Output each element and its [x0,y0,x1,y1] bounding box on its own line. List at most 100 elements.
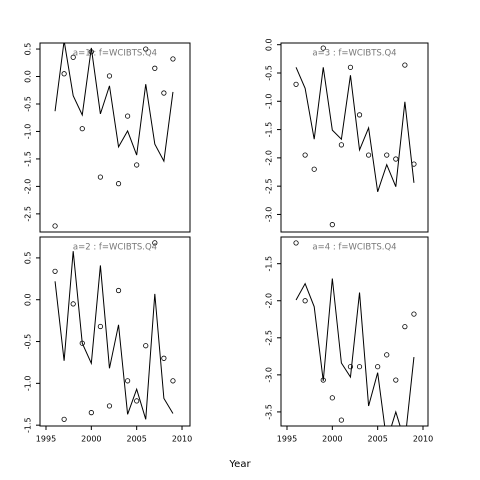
x-tick-label: 2000 [81,435,101,444]
x-tick-label: 2000 [322,435,342,444]
x-tick-label: 2010 [413,435,433,444]
data-point [79,126,85,132]
data-point [97,174,103,180]
data-point [170,378,176,384]
data-point [115,287,122,294]
y-tick-label: 0.0 [24,70,33,83]
data-line [295,278,415,426]
data-point [88,410,94,416]
data-point [356,364,363,370]
panel-title: a=1 : f=WCIBTS.Q4 [73,49,157,59]
y-tick-label: -1.0 [24,376,33,392]
data-point [161,90,167,96]
panel [52,43,176,229]
y-tick-label: -1.0 [24,124,33,140]
data-point [311,166,317,172]
x-tick-label: 1995 [277,435,297,444]
x-tick-label: 2005 [367,435,387,444]
data-point [375,364,381,370]
data-point [356,112,363,118]
data-point [366,152,372,158]
panel-frame [39,42,191,233]
y-tick-label: -2.0 [24,179,33,195]
panel-frame [280,236,429,427]
data-line [54,43,174,163]
data-line [54,251,174,420]
y-tick-label: -2.0 [265,293,274,309]
y-tick-label: -1.5 [24,151,33,167]
data-point [70,54,76,60]
data-point [393,156,399,162]
data-point [338,142,344,148]
data-point [152,65,158,71]
data-point [320,45,326,51]
x-axis-label: Year [228,459,251,470]
data-point [88,49,94,55]
data-point [125,113,131,119]
data-point [384,152,390,158]
x-tick-label: 2005 [126,435,146,444]
y-tick-label: -0.5 [265,65,274,81]
data-point [293,81,299,87]
data-point [152,240,158,246]
y-tick-label: -3.0 [265,367,274,383]
data-point [411,311,417,317]
y-tick-label: -0.5 [24,334,33,350]
data-point [393,377,399,383]
panel [293,45,417,228]
y-tick-label: -2.5 [265,330,274,346]
y-tick-label: -1.5 [265,122,274,138]
data-point [70,301,76,307]
y-tick-label: 0.0 [24,293,33,306]
data-point [329,222,335,228]
data-point [134,162,140,168]
data-point [97,323,103,330]
y-tick-label: -1.0 [265,93,274,109]
panel-title: a=4 : f=WCIBTS.Q4 [312,243,396,253]
y-tick-label: -1.5 [24,417,33,433]
data-point [79,340,85,346]
data-point [302,298,308,304]
y-tick-label: -3.0 [265,207,274,223]
data-point [402,324,408,330]
y-tick-label: -1.5 [265,256,274,272]
data-point [170,56,176,62]
panel-title: a=3 : f=WCIBTS.Q4 [312,49,396,59]
panel-frame [280,42,429,233]
data-point [61,416,67,422]
y-tick-label: -2.0 [265,150,274,166]
data-point [52,223,58,229]
data-point [402,62,408,68]
data-point [329,395,335,401]
data-point [384,352,390,358]
panel-title: a=2 : f=WCIBTS.Q4 [73,243,157,253]
data-point [411,161,417,167]
data-point [52,268,58,274]
x-tick-label: 1995 [36,435,56,444]
y-tick-label: -3.5 [265,404,274,420]
panel-frame [39,236,191,427]
data-point [134,398,140,404]
panel [52,240,176,422]
y-tick-label: 0.5 [24,252,33,265]
data-point [347,64,354,70]
data-point [106,403,113,409]
x-tick-label: 2010 [172,435,192,444]
panel [293,240,417,426]
y-tick-label: -0.5 [24,96,33,112]
data-point [61,71,67,77]
data-point [338,417,344,423]
data-line [295,67,415,192]
data-point [293,240,299,246]
data-point [161,355,167,361]
y-tick-label: -2.5 [24,206,33,222]
data-point [143,46,149,52]
data-point [320,377,326,383]
data-point [302,152,308,158]
data-point [347,364,354,370]
data-point [143,343,149,349]
data-point [115,181,122,187]
y-tick-label: 0.5 [24,43,33,56]
